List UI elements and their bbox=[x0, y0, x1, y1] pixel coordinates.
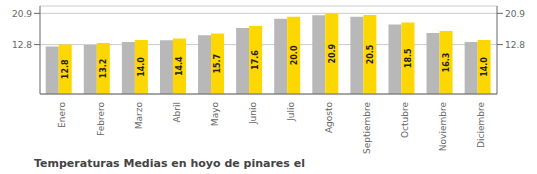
svg-text:Septiembre: Septiembre bbox=[362, 102, 372, 154]
svg-text:12.8: 12.8 bbox=[505, 40, 525, 50]
svg-text:Octubre: Octubre bbox=[400, 102, 410, 138]
svg-text:14.4: 14.4 bbox=[175, 56, 184, 76]
svg-text:Mayo: Mayo bbox=[210, 102, 220, 127]
svg-text:20.9: 20.9 bbox=[12, 9, 32, 19]
svg-text:Febrero: Febrero bbox=[96, 102, 106, 136]
svg-text:20.5: 20.5 bbox=[366, 44, 375, 64]
svg-text:18.5: 18.5 bbox=[404, 48, 413, 68]
svg-text:20.9: 20.9 bbox=[328, 43, 337, 63]
svg-text:Enero: Enero bbox=[57, 102, 67, 128]
svg-text:14.0: 14.0 bbox=[137, 57, 146, 77]
svg-text:12.8: 12.8 bbox=[61, 59, 70, 79]
svg-text:Noviembre: Noviembre bbox=[438, 102, 448, 152]
html-text:Temperaturas Medias en hoyo de: Temperaturas Medias en hoyo de pinares e… bbox=[34, 157, 305, 170]
svg-text:Marzo: Marzo bbox=[134, 102, 144, 130]
svg-text:15.7: 15.7 bbox=[213, 54, 222, 74]
svg-text:Abril: Abril bbox=[172, 102, 182, 123]
svg-text:Agosto: Agosto bbox=[324, 102, 334, 134]
svg-text:13.2: 13.2 bbox=[99, 59, 108, 79]
svg-text:12.8: 12.8 bbox=[12, 40, 32, 50]
svg-text:17.6: 17.6 bbox=[251, 50, 260, 70]
svg-text:16.3: 16.3 bbox=[442, 53, 451, 73]
svg-text:14.0: 14.0 bbox=[480, 57, 489, 77]
svg-text:20.9: 20.9 bbox=[505, 9, 525, 19]
svg-text:20.0: 20.0 bbox=[290, 45, 299, 65]
svg-text:Junio: Junio bbox=[248, 102, 258, 126]
svg-text:Julio: Julio bbox=[286, 102, 296, 122]
svg-text:Diciembre: Diciembre bbox=[476, 102, 486, 148]
